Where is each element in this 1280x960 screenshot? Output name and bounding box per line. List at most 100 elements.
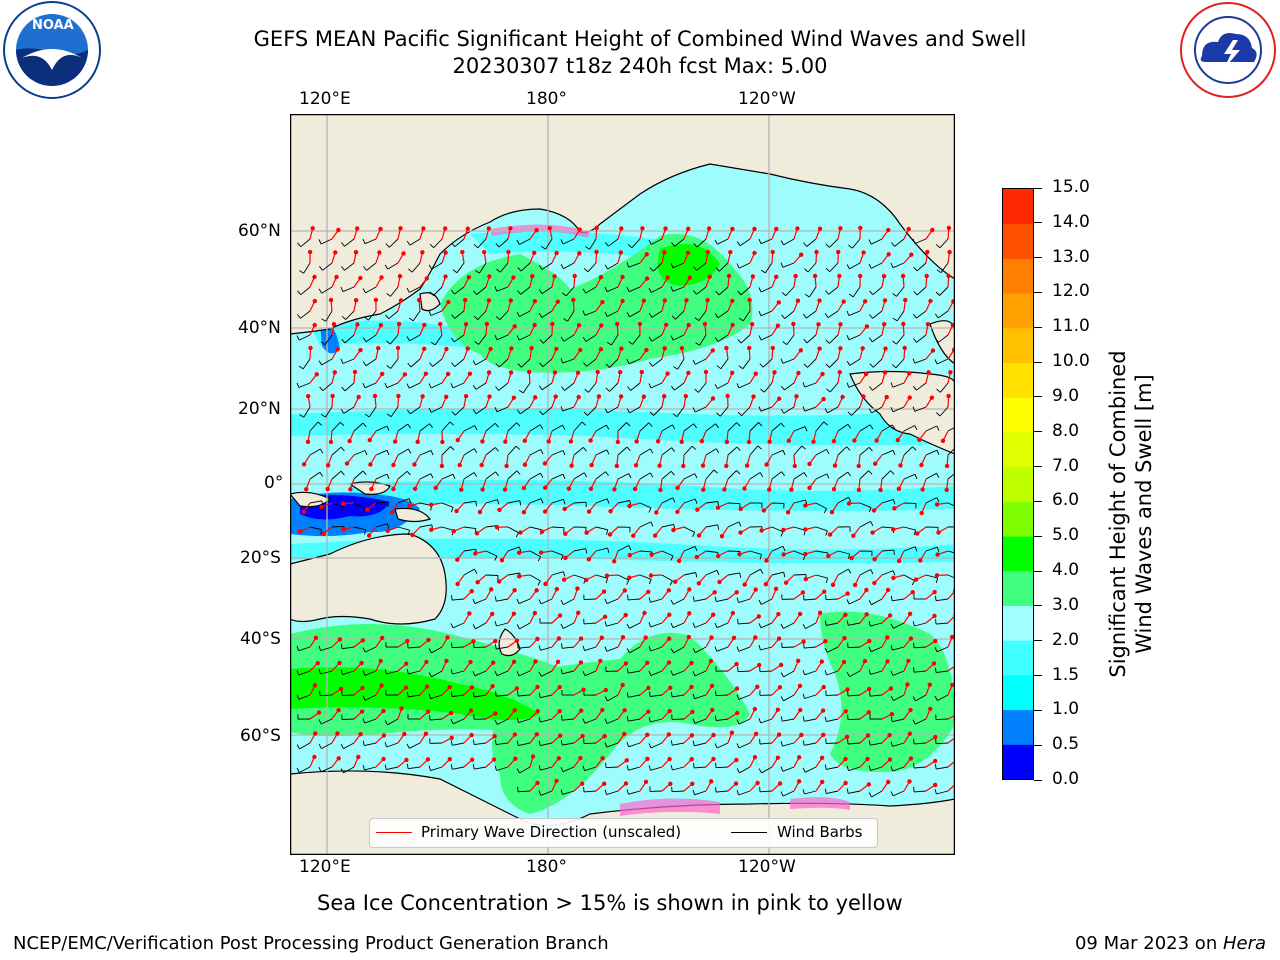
wind-barb: [388, 310, 399, 320]
wave-direction-arrow-head: [521, 510, 527, 515]
wind-barb: [947, 426, 955, 432]
wave-direction-arrow-head: [837, 273, 842, 279]
wind-barb: [551, 550, 564, 556]
wind-barb: [331, 502, 344, 508]
wind-barb-flag: [715, 267, 720, 272]
wave-direction-arrow-head: [576, 394, 581, 400]
wind-barb-flag: [672, 424, 676, 430]
wind-barb-flag: [869, 363, 874, 368]
wave-direction-arrow-head: [919, 462, 924, 468]
wind-barb: [715, 694, 729, 697]
wave-direction-arrow-head: [554, 586, 559, 592]
wind-barb: [639, 574, 652, 580]
wave-direction-arrow-head: [751, 394, 756, 399]
wind-barb-flag: [758, 238, 762, 244]
wave-direction-arrow-head: [578, 660, 584, 665]
wind-barb-flag: [297, 242, 302, 247]
wind-barb: [815, 526, 828, 532]
wind-barb-flag: [780, 531, 784, 537]
wave-direction-arrow-head: [321, 531, 326, 536]
wind-barb: [852, 286, 861, 298]
wind-barb: [829, 358, 839, 368]
wind-barb: [584, 646, 597, 652]
wind-barb-flag: [582, 718, 586, 724]
wind-barb-flag: [670, 335, 674, 341]
wind-barb: [893, 694, 905, 701]
wave-direction-arrow-head: [711, 612, 716, 617]
wind-barb-flag: [582, 765, 586, 771]
wind-barb-flag: [296, 335, 300, 341]
wind-barb: [837, 423, 849, 432]
wind-barb-flag: [913, 338, 917, 343]
wind-barb-flag: [870, 521, 874, 527]
wave-direction-arrow-head: [764, 462, 769, 467]
wind-barb: [650, 694, 663, 697]
wind-barb: [507, 470, 518, 480]
wave-direction-arrow-head: [429, 527, 434, 532]
wind-barb-flag: [606, 341, 612, 346]
wind-barb: [718, 262, 729, 272]
wind-barb-flag: [846, 382, 850, 388]
wave-direction-arrow-head: [907, 371, 912, 376]
wind-barb-flag: [846, 310, 850, 316]
wind-barb: [738, 262, 751, 269]
wind-barb: [365, 694, 377, 701]
wave-direction-arrow-head: [843, 780, 848, 786]
wave-direction-arrow-head: [730, 298, 735, 304]
wind-barb: [759, 742, 773, 745]
wind-barb-flag: [362, 718, 366, 724]
wave-direction-arrow-head: [539, 529, 545, 534]
wave-direction-arrow-head: [497, 507, 502, 513]
wave-direction-arrow-head: [301, 462, 307, 467]
wave-direction-arrow-head: [644, 276, 650, 281]
wave-direction-arrow-head: [563, 531, 568, 536]
wind-barb-flag: [495, 243, 500, 248]
wave-direction-arrow-head: [883, 346, 888, 351]
wind-barb: [375, 523, 388, 528]
wind-barb: [947, 574, 955, 579]
wind-barb: [584, 766, 597, 772]
wave-direction-arrow-head: [312, 322, 317, 328]
wind-barb: [737, 622, 751, 625]
wind-barb: [848, 382, 861, 388]
wave-direction-arrow-head: [907, 779, 912, 784]
wind-barb: [364, 670, 377, 676]
wind-barb: [716, 718, 729, 722]
wind-barb-flag: [429, 291, 434, 296]
wind-barb-flag: [802, 767, 806, 773]
colorbar-tick-mark: [1034, 640, 1042, 642]
wind-barb: [498, 382, 509, 391]
wind-barb: [652, 358, 663, 367]
wave-direction-arrow-head: [367, 437, 373, 443]
wind-barb-flag: [626, 312, 630, 318]
wind-barb-flag: [782, 341, 788, 345]
wind-barb-flag: [606, 498, 610, 504]
wave-direction-arrow-head: [580, 733, 585, 739]
wind-barb-flag: [714, 239, 718, 245]
wind-barb: [739, 766, 751, 774]
wave-direction-arrow-head: [888, 686, 894, 691]
wind-barb-flag: [824, 788, 827, 794]
wind-barb-flag: [539, 410, 544, 416]
wind-barb-flag: [672, 497, 676, 503]
wind-barb: [433, 238, 443, 249]
wind-barb-flag: [670, 263, 674, 268]
wind-barb: [693, 766, 707, 769]
wind-barb: [815, 574, 828, 579]
wave-direction-arrow-head: [864, 612, 869, 617]
wave-direction-arrow-head: [683, 394, 688, 399]
wind-barb: [783, 238, 795, 246]
wave-direction-arrow-head: [553, 394, 558, 399]
wind-barb: [939, 286, 949, 296]
wind-barb: [650, 718, 663, 723]
wind-barb-flag: [538, 717, 541, 723]
wind-barb-flag: [780, 385, 785, 391]
wind-barb: [408, 694, 421, 698]
wave-direction-arrow-head: [932, 589, 937, 595]
wind-barb-flag: [934, 595, 937, 601]
wind-barb: [430, 766, 443, 772]
wave-direction-arrow-head: [864, 324, 870, 329]
wind-barb-flag: [318, 767, 322, 772]
wind-barb: [859, 446, 870, 456]
wind-barb-flag: [406, 336, 410, 342]
